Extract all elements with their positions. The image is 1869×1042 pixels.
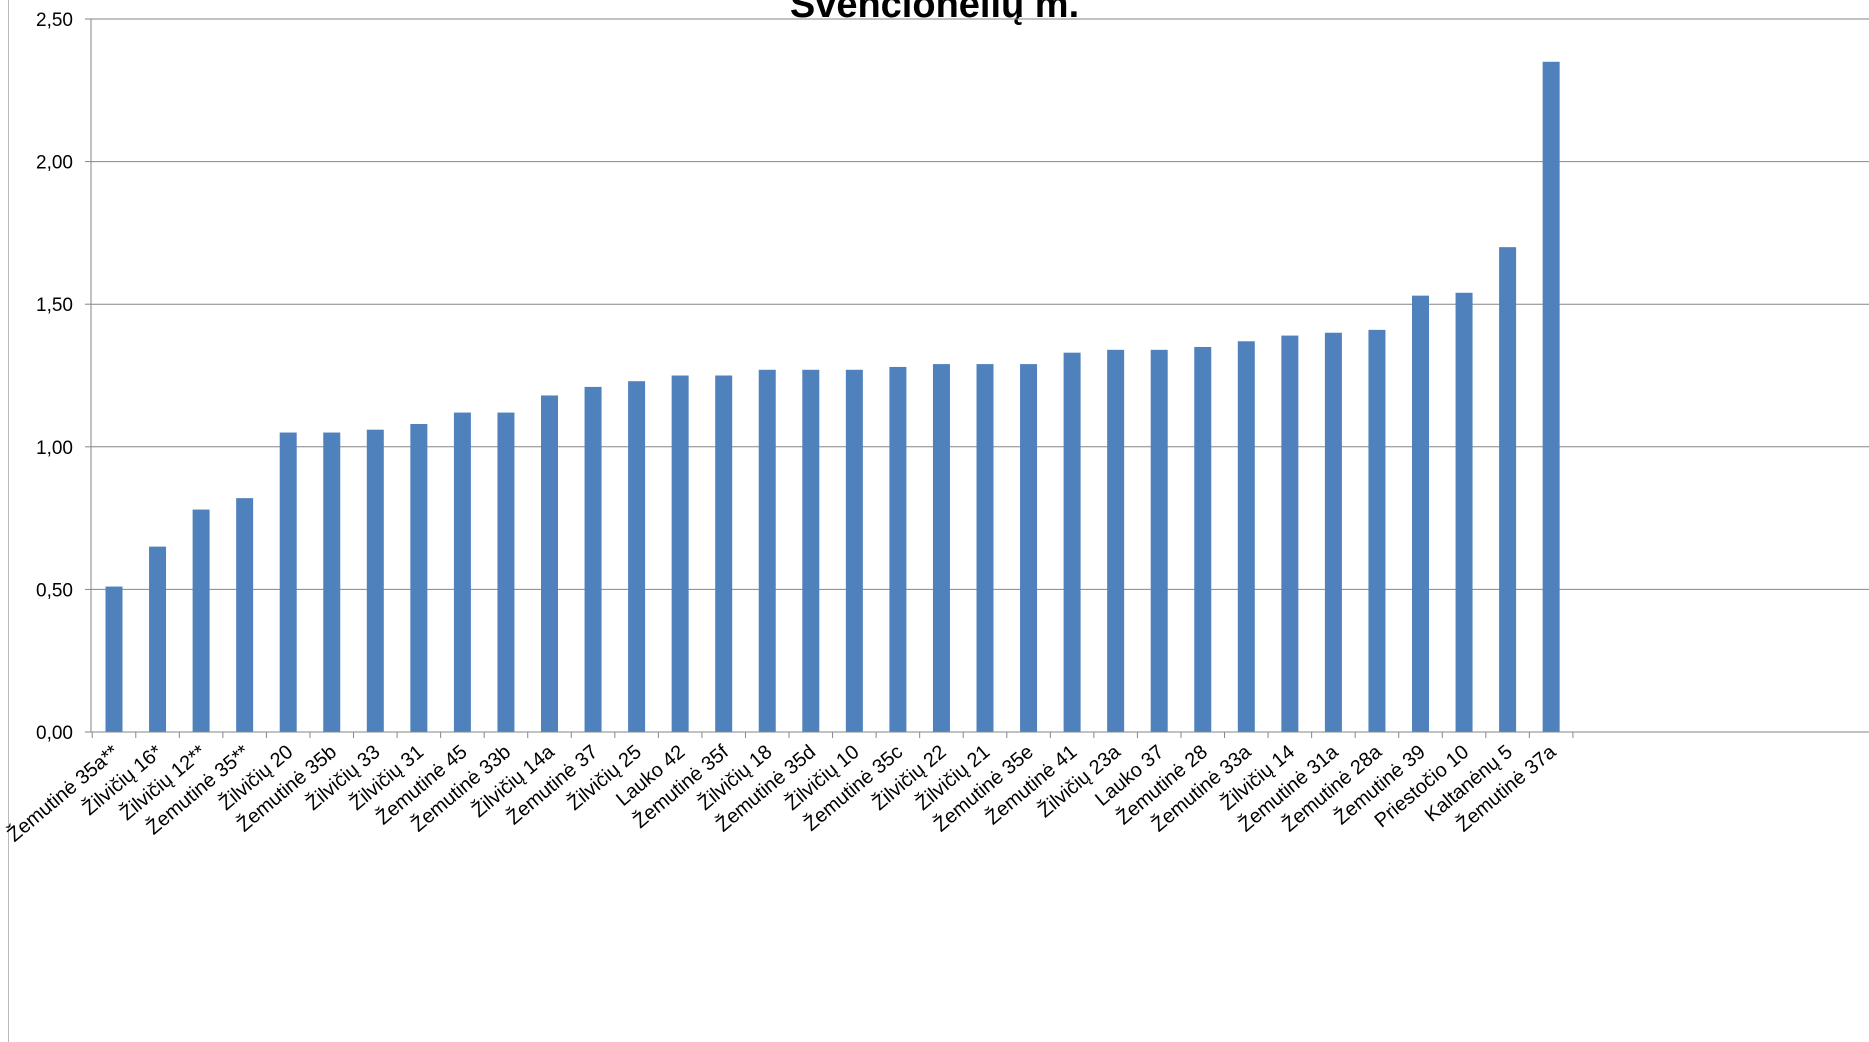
bar <box>1020 364 1038 732</box>
bar <box>105 586 123 732</box>
bar <box>323 432 341 732</box>
y-tick-label: 2,00 <box>36 153 73 174</box>
bar <box>410 423 428 732</box>
bar <box>628 381 646 732</box>
bar <box>453 412 471 732</box>
bar <box>1063 352 1081 732</box>
bar <box>1324 332 1342 732</box>
y-tick-label: 0,50 <box>36 580 73 601</box>
bar <box>1412 295 1429 732</box>
bar <box>889 366 907 732</box>
bar <box>236 498 254 732</box>
bar <box>932 364 950 732</box>
y-tick-label: 1,50 <box>36 295 73 316</box>
y-tick-label: 0,00 <box>36 723 73 744</box>
bar <box>192 509 210 732</box>
bar <box>497 412 515 732</box>
bar <box>1368 329 1386 732</box>
bar <box>149 546 167 732</box>
bar <box>1194 346 1212 732</box>
bar <box>366 429 384 732</box>
bar <box>1150 349 1168 732</box>
bar <box>845 369 863 732</box>
bar <box>1237 341 1255 732</box>
y-tick-label: 2,50 <box>36 10 73 31</box>
bar <box>976 364 994 732</box>
chart-title: Švenčionėlių m. <box>789 0 1080 26</box>
bar <box>541 395 558 732</box>
bar <box>671 375 689 732</box>
bar <box>1542 61 1560 732</box>
bar <box>279 432 297 732</box>
bar <box>715 375 733 732</box>
bar <box>1107 349 1125 732</box>
bar <box>1499 247 1517 732</box>
bar <box>802 369 820 732</box>
bar <box>758 369 776 732</box>
chart-frame <box>8 0 1869 1042</box>
bar <box>584 386 602 732</box>
bar <box>1455 292 1473 732</box>
y-tick-label: 1,00 <box>36 438 73 459</box>
bar <box>1281 335 1299 732</box>
